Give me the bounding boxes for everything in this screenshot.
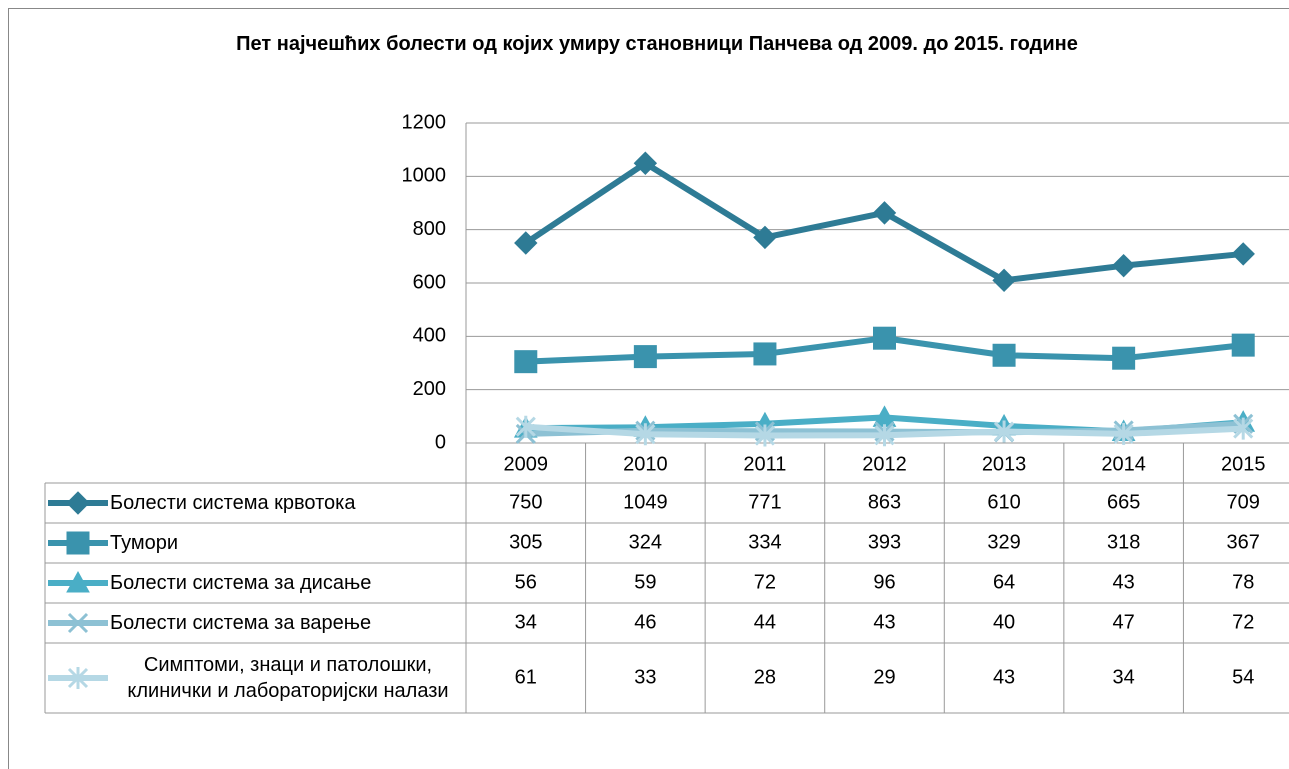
table-value: 43	[993, 666, 1015, 688]
table-value: 709	[1227, 491, 1260, 513]
table-value: 46	[634, 611, 656, 633]
legend-marker	[66, 491, 90, 515]
y-tick-label: 1200	[402, 111, 447, 133]
legend-label: Тумори	[110, 532, 179, 554]
y-tick-label: 400	[413, 325, 446, 347]
legend-marker	[66, 531, 90, 555]
marker	[1111, 253, 1136, 278]
table-value: 863	[868, 491, 901, 513]
table-value: 43	[873, 611, 895, 633]
y-tick-label: 1000	[402, 165, 447, 187]
table-value: 324	[629, 531, 662, 553]
y-tick-label: 600	[413, 271, 446, 293]
marker	[1112, 346, 1136, 370]
marker	[753, 225, 777, 250]
x-tick-label: 2014	[1101, 453, 1146, 475]
y-tick-label: 200	[413, 378, 446, 400]
marker	[994, 420, 1015, 443]
marker	[1231, 333, 1255, 357]
x-tick-label: 2012	[862, 453, 907, 475]
table-value: 96	[873, 571, 895, 593]
x-tick-label: 2010	[623, 453, 668, 475]
marker	[753, 342, 777, 366]
marker	[1113, 422, 1134, 445]
x-tick-label: 2013	[982, 453, 1027, 475]
table-value: 59	[634, 571, 656, 593]
table-value: 318	[1107, 531, 1140, 553]
y-tick-label: 0	[435, 431, 446, 453]
table-value: 1049	[623, 491, 668, 513]
marker	[874, 424, 895, 447]
legend-label: Симптоми, знаци и патолошки, клинички и …	[127, 654, 449, 702]
marker	[514, 350, 538, 374]
marker	[635, 423, 656, 446]
marker	[873, 326, 896, 350]
legend-label: Болести система за варење	[110, 612, 372, 634]
table-value: 56	[515, 571, 537, 593]
table-value: 34	[515, 611, 537, 633]
table-value: 750	[509, 491, 542, 513]
marker	[872, 201, 897, 225]
x-tick-label: 2011	[743, 453, 786, 475]
marker	[515, 415, 536, 438]
x-tick-label: 2015	[1221, 453, 1266, 475]
table-value: 61	[515, 666, 537, 688]
table-value: 665	[1107, 491, 1140, 513]
table-value: 44	[754, 611, 776, 633]
table-value: 305	[509, 531, 542, 553]
table-value: 40	[993, 611, 1015, 633]
legend-label: Болести система за дисање	[110, 572, 372, 594]
marker	[1231, 242, 1255, 266]
marker	[992, 268, 1016, 293]
legend-marker	[67, 612, 89, 634]
table-value: 43	[1113, 571, 1135, 593]
marker	[633, 345, 657, 369]
marker	[1233, 417, 1254, 440]
marker	[514, 231, 538, 255]
table-value: 367	[1227, 531, 1260, 553]
table-value: 47	[1113, 611, 1135, 633]
table-value: 393	[868, 531, 901, 553]
chart-border	[8, 8, 1289, 769]
table-value: 54	[1232, 666, 1254, 688]
table-value: 64	[993, 571, 1015, 593]
table-value: 334	[748, 531, 781, 553]
table-value: 72	[1232, 611, 1254, 633]
table-value: 771	[748, 491, 781, 513]
table-value: 610	[987, 491, 1020, 513]
table-value: 34	[1113, 666, 1135, 688]
legend-marker	[67, 667, 89, 689]
legend-label: Болести система крвотока	[110, 492, 356, 514]
marker	[754, 424, 775, 447]
y-tick-label: 800	[413, 218, 446, 240]
table-value: 33	[634, 666, 656, 688]
table-value: 28	[754, 666, 776, 688]
legend-marker	[66, 570, 90, 593]
table-value: 329	[987, 531, 1020, 553]
x-tick-label: 2009	[504, 453, 549, 475]
table-value: 72	[754, 571, 776, 593]
chart-title: Пет најчешћих болести од којих умиру ста…	[236, 33, 1078, 55]
table-value: 78	[1232, 571, 1254, 593]
marker	[992, 343, 1016, 367]
marker	[633, 151, 658, 175]
table-value: 29	[873, 666, 895, 688]
